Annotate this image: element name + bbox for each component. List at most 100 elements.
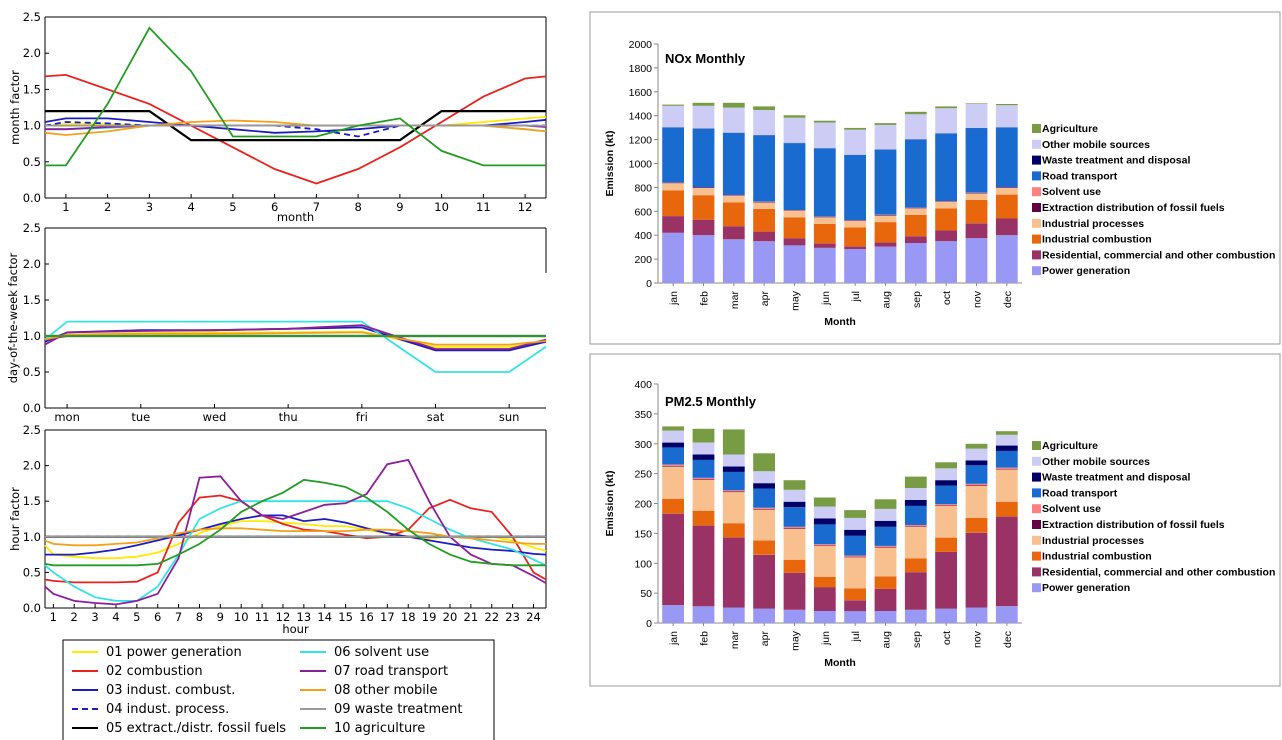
legend-label: 06 solvent use [334, 645, 429, 660]
bar-segment [904, 476, 927, 488]
x-tick-label: 11 [255, 610, 270, 624]
bar-segment [995, 467, 1018, 469]
bar-segment [995, 516, 1018, 607]
x-tick-label: wed [203, 410, 227, 424]
x-tick-label: sep [911, 291, 923, 308]
bar-segment [753, 135, 775, 202]
bar-segment [995, 188, 1018, 195]
y-tick-label: 1.0 [23, 329, 41, 343]
bar-segment [722, 239, 745, 283]
bar-segment [662, 442, 684, 448]
series-line-7 [44, 458, 547, 606]
legend-swatch [1032, 456, 1041, 466]
bar-segment [935, 480, 957, 486]
bar-segment [904, 488, 927, 500]
bar-segment [995, 450, 1018, 468]
x-tick-label: apr [759, 291, 771, 307]
bar-segment [813, 120, 836, 123]
legend-label: Solvent use [1042, 186, 1101, 198]
bar-segment [722, 491, 745, 493]
y-tick-label: 2.5 [23, 10, 41, 24]
bar-segment [965, 192, 988, 194]
x-tick-label: jan [668, 631, 680, 646]
bar-segment [844, 220, 866, 228]
series-line-3 [45, 514, 547, 556]
y-tick-label: 400 [634, 379, 652, 391]
bar-segment [722, 537, 745, 608]
legend-label: 03 indust. combust. [106, 683, 235, 698]
bar-segment [965, 465, 988, 484]
legend-label: Power generation [1042, 582, 1130, 594]
bar-segment [692, 479, 715, 480]
bar-segment [753, 509, 775, 541]
x-tick-label: mon [54, 410, 80, 424]
bar-segment [874, 215, 897, 223]
line-panel-2 [44, 429, 547, 609]
x-tick-label: 24 [526, 610, 541, 624]
legend-label: Solvent use [1042, 503, 1101, 515]
legend-swatch [1032, 535, 1041, 545]
bar-segment [935, 201, 957, 209]
x-axis-label: Month [824, 316, 856, 328]
bar-segment [874, 222, 897, 243]
x-tick-label: 10 [234, 610, 249, 624]
y-axis-label: Emission (kt) [604, 131, 616, 197]
bar-segment [874, 246, 897, 283]
bar-segment [813, 587, 836, 611]
bar-segment [692, 128, 715, 188]
x-tick-label: jul [850, 291, 862, 303]
bar-segment [844, 556, 866, 558]
bar-segment [692, 188, 715, 196]
y-tick-label: 250 [634, 469, 652, 481]
bar-segment [722, 132, 745, 195]
series-line-10 [44, 478, 546, 567]
bar-segment [813, 544, 836, 546]
bar-segment [844, 127, 866, 130]
legend-swatch [1032, 520, 1041, 529]
bar-segment [904, 208, 927, 215]
bar-segment [874, 611, 897, 623]
y-tick-label: 1.0 [23, 119, 41, 133]
bar-segment [692, 454, 715, 460]
bar-segment [753, 507, 775, 509]
y-tick-label: 0 [646, 618, 652, 630]
x-tick-label: oct [941, 291, 953, 305]
bar-segment [935, 468, 957, 481]
legend-label: 10 agriculture [334, 721, 425, 736]
legend-swatch [1032, 155, 1041, 165]
bar-segment [813, 506, 836, 519]
bar-segment [844, 510, 866, 518]
x-tick-label: 1 [50, 610, 57, 624]
bar-segment [692, 102, 715, 106]
y-tick-label: 2.0 [23, 257, 41, 271]
bar-segment [935, 505, 957, 506]
legend-label: Road transport [1042, 170, 1118, 182]
bar-segment [874, 520, 897, 527]
bar-segment [813, 545, 836, 546]
legend-label: Agriculture [1042, 440, 1098, 452]
x-tick-label: 19 [422, 610, 437, 624]
bar-segment [753, 202, 775, 209]
bar-segment [965, 128, 988, 193]
bar-segment [753, 488, 775, 508]
series-line-10 [45, 26, 546, 167]
bar-segment [813, 524, 836, 545]
y-tick-label: 1000 [629, 159, 653, 171]
bar-segment [753, 540, 775, 555]
bar-segment [904, 243, 927, 283]
bar-segment [965, 223, 988, 239]
bar-segment [692, 479, 715, 511]
bar-segment [783, 117, 806, 143]
bar-segment [662, 426, 684, 431]
x-tick-label: dec [1002, 291, 1014, 308]
x-tick-label: 6 [271, 200, 278, 214]
bar-segment [965, 485, 988, 518]
x-tick-label: may [790, 290, 802, 311]
bar-segment [813, 223, 836, 244]
bar-segment [783, 609, 806, 623]
x-tick-label: 14 [317, 610, 332, 624]
bar-segment [844, 529, 866, 536]
x-tick-label: feb [699, 631, 711, 646]
bar-segment [874, 547, 897, 548]
